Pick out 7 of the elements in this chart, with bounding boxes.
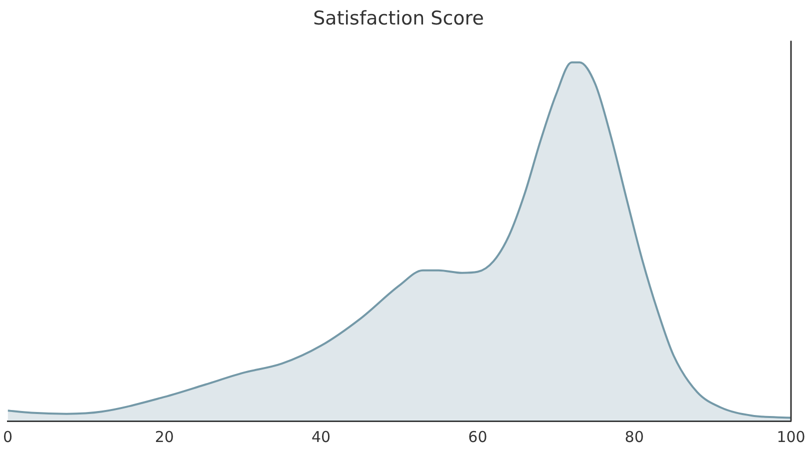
x-tick-label: 20 [154, 428, 174, 446]
chart-title: Satisfaction Score [313, 7, 484, 30]
x-tick-label: 80 [624, 428, 644, 446]
x-tick-label: 100 [776, 428, 806, 446]
x-tick-label: 0 [3, 428, 13, 446]
x-tick-label: 60 [468, 428, 488, 446]
x-tick-label: 40 [312, 428, 331, 446]
